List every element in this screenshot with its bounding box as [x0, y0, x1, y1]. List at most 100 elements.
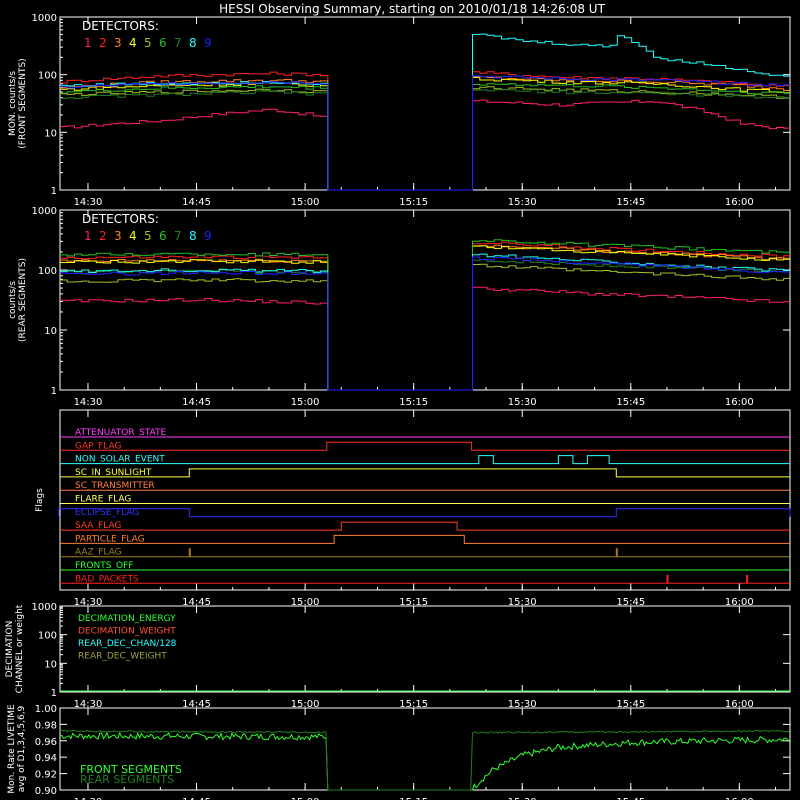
dec-xtick-label: 16:00: [725, 699, 754, 710]
dec-frame: [59, 605, 791, 693]
detectors-legend-title: DETECTORS:: [82, 212, 159, 226]
dec-xtick-label: 15:30: [508, 699, 537, 710]
flags-xtick-label: 15:30: [508, 597, 537, 608]
flag-line-non_solar: [60, 455, 790, 465]
detector-legend-7: 7: [174, 36, 182, 50]
front-xtick-label: 14:45: [182, 197, 211, 208]
live-xtick-label: 15:30: [508, 797, 537, 800]
plot-title: HESSI Observing Summary, starting on 201…: [219, 2, 605, 16]
live-xtick-label: 15:00: [291, 797, 320, 800]
detector-legend-5: 5: [144, 36, 152, 50]
live-xtick-label: 14:45: [182, 797, 211, 800]
flags-xtick-label: 15:00: [291, 597, 320, 608]
live-ylabel-0: Mon. Rate LIVETIME: [7, 704, 17, 794]
front-xtick-label: 16:00: [725, 197, 754, 208]
flags-frame: [59, 409, 791, 591]
dec-ylabel-1: CHANNEL or weight: [15, 604, 25, 693]
livetime-series-rear: [59, 729, 790, 791]
dec-ytick-label: 100: [38, 631, 57, 642]
dec-legend-energy: DECIMATION_ENERGY: [78, 614, 176, 624]
dec-legend-rear_chan: REAR_DEC_CHAN/128: [78, 639, 177, 649]
dec-ytick-label: 1000: [32, 602, 57, 613]
flag-line-saa: [60, 521, 790, 531]
flag-label-sunlight: SC_IN_SUNLIGHT: [75, 468, 152, 478]
detector-legend-9: 9: [204, 229, 212, 243]
flag-label-saa: SAA_FLAG: [75, 521, 121, 531]
flag-label-attenuator: ATTENUATOR_STATE: [75, 428, 167, 438]
detector-legend-1: 1: [84, 36, 92, 50]
live-ytick-label: 0.94: [35, 753, 57, 764]
flags-xtick-label: 15:15: [399, 597, 428, 608]
detector-legend-3: 3: [114, 36, 122, 50]
detector-legend-4: 4: [129, 229, 137, 243]
detector-legend-5: 5: [144, 229, 152, 243]
front-xtick-label: 15:30: [508, 197, 537, 208]
flags-xtick-label: 14:45: [182, 597, 211, 608]
detector-legend-9: 9: [204, 36, 212, 50]
rear-xtick-label: 15:00: [291, 397, 320, 408]
front-ytick-label: 10: [44, 128, 57, 139]
dec-xtick-label: 15:45: [616, 699, 645, 710]
live-xtick-label: 15:45: [616, 797, 645, 800]
detector-legend-6: 6: [159, 36, 167, 50]
live-ytick-label: 0.96: [35, 737, 57, 748]
decimation-panel: 14:30 14:45 15:00 15:15 15:30 15:45 16:00 1 10 10…: [5, 602, 791, 710]
flag-line-gap: [60, 441, 790, 451]
livetime-panel: 14:30 14:45 15:00 15:15 15:30 15:45 16:00 0.90 0…: [7, 704, 791, 800]
live-xtick-label: 14:30: [74, 797, 103, 800]
dec-xtick-label: 15:00: [291, 699, 320, 710]
live-ytick-label: 1.00: [35, 704, 57, 715]
flag-line-aaz: [60, 548, 790, 558]
live-ytick-label: 0.98: [35, 720, 57, 731]
livetime-legend-front: FRONT SEGMENTS: [80, 763, 182, 776]
detector-legend-7: 7: [174, 229, 182, 243]
rear-ylabel-1: (REAR SEGMENTS): [18, 258, 28, 342]
front-ytick-label: 100: [38, 71, 57, 82]
front-xtick-label: 15:00: [291, 197, 320, 208]
dec-xtick-label: 14:45: [182, 699, 211, 710]
detector-legend-1: 1: [84, 229, 92, 243]
front-xtick-label: 15:45: [616, 197, 645, 208]
flag-label-non_solar: NON_SOLAR_EVENT: [75, 455, 165, 465]
dec-ytick-label: 10: [44, 659, 57, 670]
detector-legend-8: 8: [189, 229, 197, 243]
rear-xtick-label: 14:45: [182, 397, 211, 408]
flag-line-bad_packets: [60, 574, 790, 584]
front-segments-panel: 14:30 14:45 15:00 15:15 15:30 15:45 16:00 1 10 10…: [8, 13, 791, 208]
dec-xtick-label: 15:15: [399, 699, 428, 710]
flag-label-eclipse: ECLIPSE_FLAG: [75, 508, 139, 518]
front-ylabel-1: (FRONT SEGMENTS): [18, 58, 28, 148]
flags-panel: 14:30 14:45 15:00 15:15 15:30 15:45 16:00 Flags…: [35, 409, 791, 608]
flags-xtick-label: 15:45: [616, 597, 645, 608]
flag-label-fronts_off: FRONTS_OFF: [75, 561, 133, 571]
front-ytick-label: 1000: [32, 13, 57, 24]
rear-segments-panel: 14:30 14:45 15:00 15:15 15:30 15:45 16:00 1 10 10…: [8, 206, 791, 408]
flag-label-flare: FLARE_FLAG: [75, 495, 131, 505]
rear-xtick-label: 15:45: [616, 397, 645, 408]
flags-ylabel-0: Flags: [35, 488, 45, 512]
rear-xtick-label: 14:30: [74, 397, 103, 408]
detector-legend-6: 6: [159, 229, 167, 243]
rear-ytick-label: 1: [51, 386, 57, 397]
front-xtick-label: 14:30: [74, 197, 103, 208]
rear-series-9: [60, 256, 790, 391]
flag-label-particle: PARTICLE_FLAG: [75, 534, 145, 544]
detectors-legend-title: DETECTORS:: [82, 19, 159, 33]
rear-ytick-label: 100: [38, 266, 57, 277]
rear-ytick-label: 10: [44, 326, 57, 337]
flag-label-gap: GAP_FLAG: [75, 441, 121, 451]
rear-xtick-label: 15:15: [399, 397, 428, 408]
livetime-legend-rear: REAR SEGMENTS: [80, 773, 174, 786]
live-ylabel-1: avg of D1,3,4,5,6,9: [17, 705, 27, 792]
rear-xtick-label: 16:00: [725, 397, 754, 408]
dec-xtick-label: 14:30: [74, 699, 103, 710]
rear-ytick-label: 1000: [32, 206, 57, 217]
front-xtick-label: 15:15: [399, 197, 428, 208]
live-ytick-label: 0.92: [35, 770, 57, 781]
live-xtick-label: 16:00: [725, 797, 754, 800]
detector-legend-2: 2: [99, 36, 107, 50]
flags-xtick-label: 16:00: [725, 597, 754, 608]
flag-label-aaz: AAZ_FLAG: [75, 548, 122, 558]
